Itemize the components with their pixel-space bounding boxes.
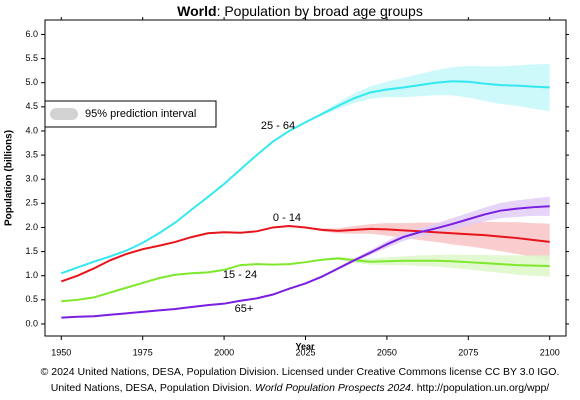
x-tick-label: 2025 — [295, 347, 315, 357]
y-tick-label: 2.5 — [25, 198, 38, 208]
y-tick-label: 4.0 — [25, 125, 38, 135]
x-tick-label: 1950 — [51, 347, 71, 357]
chart-title: World: Population by broad age groups — [177, 3, 423, 19]
prediction-band — [305, 63, 550, 123]
series-line — [60, 224, 550, 283]
series-label: 15 - 24 — [223, 269, 257, 281]
title-region: World — [177, 3, 216, 19]
x-tick-label: 1975 — [133, 347, 153, 357]
y-tick-label: 3.0 — [25, 174, 38, 184]
x-tick-label: 2100 — [540, 347, 560, 357]
y-tick-label: 4.5 — [25, 101, 38, 111]
x-tick-label: 2000 — [214, 347, 234, 357]
x-tick-label: 2050 — [377, 347, 397, 357]
y-tick-label: 1.0 — [25, 270, 38, 280]
series-label: 0 - 14 — [273, 212, 301, 224]
footer-line: United Nations, DESA, Population Divisio… — [51, 382, 550, 394]
prediction-band — [305, 254, 550, 277]
y-tick-label: 3.5 — [25, 149, 38, 159]
y-tick-label: 0.0 — [25, 318, 38, 328]
series-line — [61, 257, 550, 303]
prediction-band — [305, 196, 550, 284]
y-tick-label: 5.0 — [25, 77, 38, 87]
x-axis-label: Year — [295, 341, 315, 351]
x-tick-label: 2075 — [458, 347, 478, 357]
y-tick-label: 5.5 — [25, 53, 38, 63]
series-line — [60, 80, 550, 275]
title-text: : Population by broad age groups — [217, 3, 423, 19]
prediction-band — [305, 221, 550, 261]
y-tick-label: 2.0 — [25, 222, 38, 232]
series-line — [61, 205, 550, 319]
legend-label: 95% prediction interval — [85, 108, 196, 120]
series-label: 25 - 64 — [261, 120, 295, 132]
footer-text: . http://population.un.org/wpp/ — [411, 382, 549, 394]
legend-swatch — [50, 108, 78, 120]
y-tick-label: 0.5 — [25, 294, 38, 304]
y-axis-label: Population (billions) — [4, 130, 15, 226]
footer-text: World Population Prospects 2024 — [255, 382, 411, 394]
footer-text: United Nations, DESA, Population Divisio… — [51, 382, 255, 394]
y-tick-label: 1.5 — [25, 246, 38, 256]
series-label: 65+ — [235, 303, 254, 315]
y-tick-label: 6.0 — [25, 29, 38, 39]
footer-line: © 2024 United Nations, DESA, Population … — [41, 366, 560, 378]
